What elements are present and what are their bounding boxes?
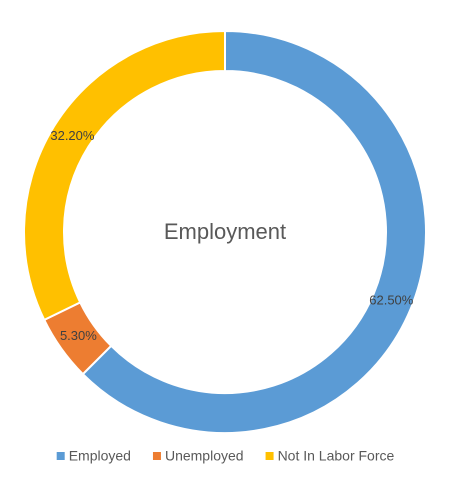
legend-label: Unemployed <box>165 448 244 464</box>
legend-label: Employed <box>69 448 131 464</box>
data-label: 32.20% <box>50 128 95 143</box>
chart-title: Employment <box>164 219 286 244</box>
legend-swatch <box>265 452 274 460</box>
legend-swatch <box>56 452 65 460</box>
data-label: 5.30% <box>60 328 97 343</box>
data-label: 62.50% <box>369 292 414 307</box>
legend-label: Not In Labor Force <box>278 448 395 464</box>
legend-swatch <box>152 452 161 460</box>
donut-segment <box>23 29 226 322</box>
donut-segment <box>81 29 427 434</box>
